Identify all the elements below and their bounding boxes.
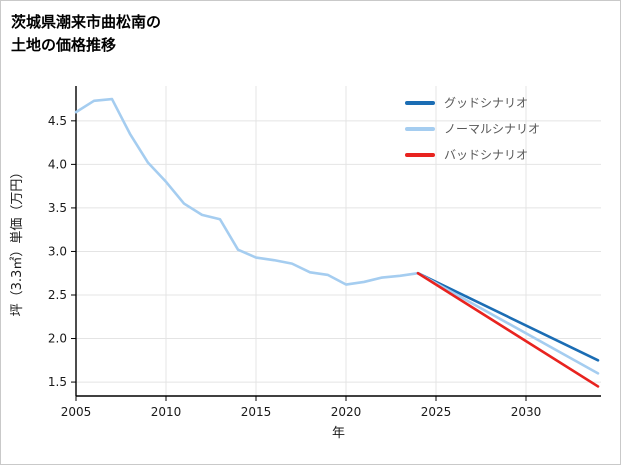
y-tick-label: 4.0 — [48, 157, 67, 171]
x-tick-label: 2020 — [331, 405, 362, 419]
legend-swatch-bad — [405, 152, 435, 157]
legend-item-good: グッドシナリオ — [405, 94, 540, 111]
x-tick-label: 2030 — [511, 405, 542, 419]
x-tick-label: 2015 — [241, 405, 272, 419]
chart-title-line1: 茨城県潮来市曲松南の — [11, 13, 162, 31]
chart-title: 茨城県潮来市曲松南の 土地の価格推移 — [11, 11, 161, 56]
legend-item-bad: バッドシナリオ — [405, 146, 540, 163]
chart-title-line2: 土地の価格推移 — [11, 35, 117, 54]
x-tick-label: 2005 — [61, 405, 92, 419]
legend: グッドシナリオ ノーマルシナリオ バッドシナリオ — [405, 94, 540, 163]
y-tick-label: 2.0 — [48, 332, 67, 346]
legend-swatch-normal — [405, 126, 435, 131]
series-line-bad — [416, 271, 600, 388]
legend-item-normal: ノーマルシナリオ — [405, 120, 540, 137]
y-tick-label: 3.0 — [48, 244, 67, 258]
x-tick-label: 2025 — [421, 405, 452, 419]
y-tick-label: 1.5 — [48, 375, 67, 389]
series-line-history — [74, 97, 420, 286]
y-axis-label: 坪（3.3㎡）単価（万円） — [9, 166, 25, 317]
legend-label-normal: ノーマルシナリオ — [444, 122, 541, 136]
x-tick-label: 2010 — [151, 405, 182, 419]
legend-swatch-good — [405, 100, 435, 105]
x-axis-label: 年 — [332, 426, 345, 441]
legend-label-good: グッドシナリオ — [444, 96, 529, 110]
y-tick-label: 3.5 — [48, 201, 67, 215]
series-line-good — [416, 271, 600, 362]
series-line-normal — [416, 271, 600, 375]
y-tick-label: 2.5 — [48, 288, 67, 302]
legend-label-bad: バッドシナリオ — [444, 148, 529, 162]
y-tick-label: 4.5 — [48, 114, 67, 128]
